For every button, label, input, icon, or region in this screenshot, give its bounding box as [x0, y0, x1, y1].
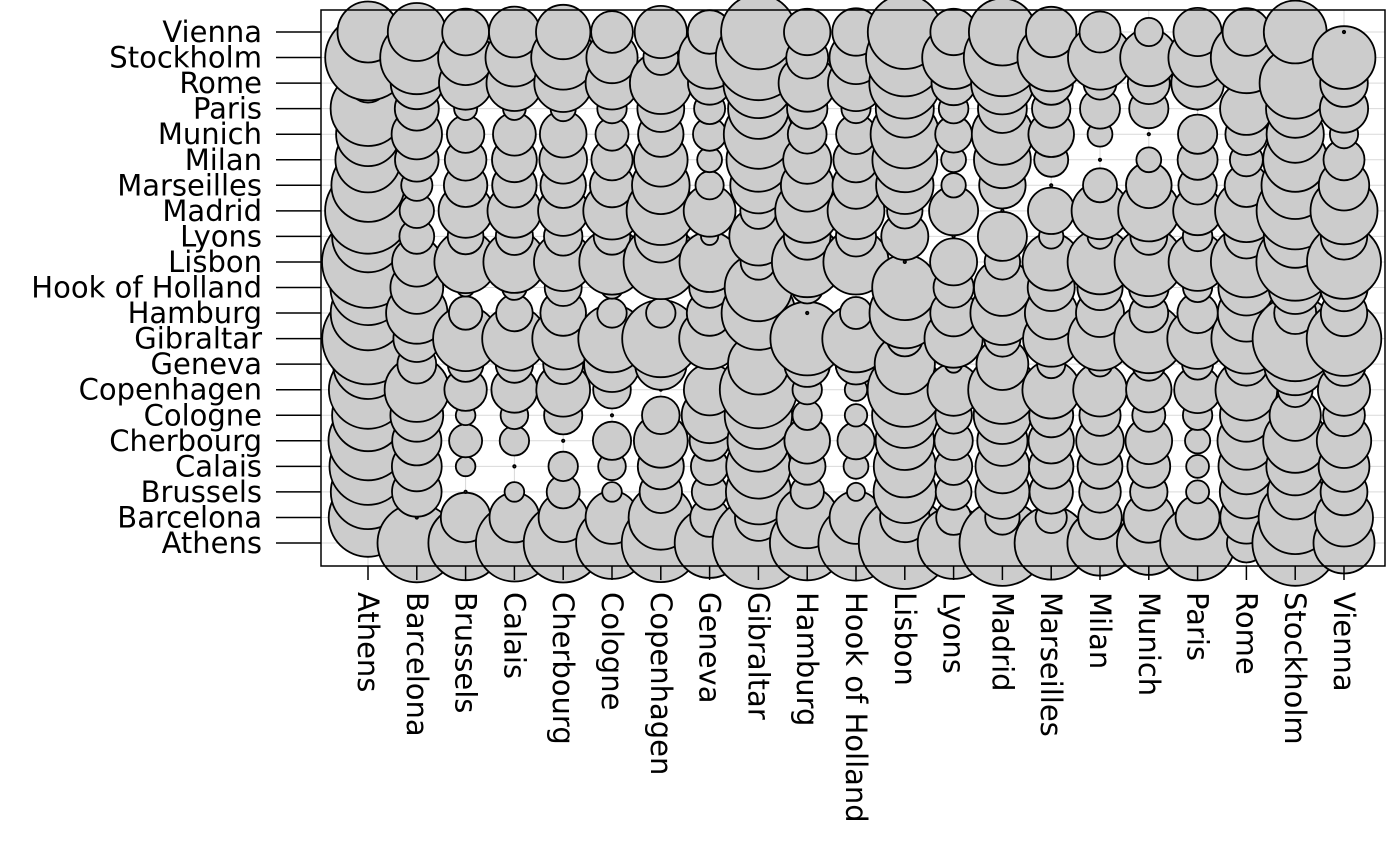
y-tick-label-rome: Rome: [179, 66, 262, 100]
bubble-cherbourg-vienna: [535, 3, 592, 61]
bubble-paris-brussels: [1185, 479, 1210, 505]
bubble-cologne-cherbourg: [592, 420, 633, 461]
bubble-cologne-cologne: [609, 413, 615, 418]
x-tick-label-milan: Milan: [1083, 592, 1117, 669]
y-tick-label-munich: Munich: [158, 117, 262, 151]
y-tick-label-milan: Milan: [185, 143, 262, 177]
bubble-copenhagen-cologne: [641, 395, 681, 435]
y-tick-label-marseilles: Marseilles: [117, 168, 262, 202]
x-tick-label-vienna: Vienna: [1327, 592, 1361, 692]
x-tick-label-calais: Calais: [497, 592, 531, 679]
x-tick-label-marseilles: Marseilles: [1034, 592, 1068, 737]
x-tick-label-gibraltar: Gibraltar: [741, 592, 775, 720]
bubble-brussels-brussels: [463, 489, 468, 494]
y-tick-label-cologne: Cologne: [144, 398, 262, 432]
bubble-brussels-calais: [454, 455, 477, 478]
x-tick-label-hamburg: Hamburg: [790, 592, 824, 726]
bubble-cherbourg-calais: [547, 450, 579, 482]
bubble-marseilles-marseilles: [1049, 183, 1054, 188]
bubble-hook-of-holland-cologne: [843, 403, 869, 428]
bubble-milan-vienna: [1078, 10, 1122, 54]
bubble-marseilles-madrid: [1027, 186, 1076, 235]
x-tick-label-athens: Athens: [351, 592, 385, 692]
y-tick-label-gibraltar: Gibraltar: [134, 322, 262, 356]
bubble-brussels-hamburg: [447, 295, 484, 331]
y-tick-label-stockholm: Stockholm: [109, 41, 262, 75]
x-axis: Athens Barcelona Brussels Calais Cherbourg Co…: [351, 566, 1361, 823]
bubble-madrid-lyons: [977, 210, 1028, 262]
y-tick-label-geneva: Geneva: [151, 347, 262, 381]
x-tick-label-lisbon: Lisbon: [888, 592, 922, 686]
bubble-calais-brussels: [503, 481, 526, 503]
bubble-lyons-marseilles: [940, 172, 967, 199]
x-tick-label-cherbourg: Cherbourg: [546, 592, 580, 745]
x-tick-label-barcelona: Barcelona: [400, 592, 434, 737]
bubble-hook-of-holland-cherbourg: [836, 421, 876, 461]
y-tick-label-cherbourg: Cherbourg: [109, 424, 262, 458]
bubble-hamburg-hamburg: [805, 310, 810, 316]
bubble-hamburg-vienna: [783, 7, 832, 57]
bubble-paris-cherbourg: [1184, 427, 1212, 455]
x-tick-label-hook-of-holland: Hook of Holland: [839, 592, 873, 823]
bubble-cherbourg-cherbourg: [561, 438, 566, 443]
bubble-milan-marseilles: [1082, 167, 1118, 204]
y-tick-label-barcelona: Barcelona: [117, 500, 262, 534]
x-tick-label-paris: Paris: [1181, 592, 1215, 661]
x-tick-label-brussels: Brussels: [449, 592, 483, 713]
bubble-madrid-madrid: [1000, 208, 1005, 213]
bubble-hook-of-holland-brussels: [846, 481, 866, 502]
bubble-cologne-hamburg: [596, 297, 628, 329]
bubble-calais-cherbourg: [498, 425, 531, 457]
bubble-milan-milan: [1097, 157, 1103, 162]
bubble-vienna-stockholm: [1311, 25, 1377, 90]
x-tick-label-rome: Rome: [1229, 592, 1263, 675]
x-tick-label-geneva: Geneva: [693, 592, 727, 703]
y-tick-label-calais: Calais: [175, 449, 262, 483]
bubble-cologne-vienna: [590, 10, 634, 54]
bubble-geneva-marseilles: [694, 170, 725, 201]
y-tick-label-hook-of-holland: Hook of Holland: [31, 271, 262, 305]
bubble-munich-milan: [1135, 146, 1163, 174]
bubble-cologne-brussels: [601, 481, 623, 503]
bubble-munich-munich: [1146, 132, 1151, 137]
bubble-brussels-cherbourg: [448, 423, 484, 459]
x-tick-label-munich: Munich: [1132, 592, 1166, 696]
y-tick-label-lisbon: Lisbon: [168, 245, 262, 279]
bubble-copenhagen-hamburg: [645, 297, 677, 329]
bubble-paris-calais: [1185, 454, 1210, 479]
bubble-brussels-vienna: [441, 7, 490, 57]
bubble-marseilles-vienna: [1025, 5, 1078, 59]
x-tick-label-madrid: Madrid: [985, 592, 1019, 692]
y-tick-label-paris: Paris: [193, 92, 262, 126]
bubble-brussels-munich: [445, 114, 486, 154]
y-tick-label-vienna: Vienna: [162, 15, 262, 49]
y-axis: AthensBarcelonaBrusselsCalaisCherbourgCo…: [31, 15, 321, 560]
y-tick-label-brussels: Brussels: [141, 475, 262, 509]
bubble-vienna-vienna: [1341, 29, 1347, 35]
bubble-barcelona-vienna: [386, 2, 447, 62]
y-tick-label-hamburg: Hamburg: [128, 296, 262, 330]
y-tick-label-madrid: Madrid: [162, 194, 262, 228]
bubble-paris-munich: [1177, 113, 1219, 155]
x-tick-label-stockholm: Stockholm: [1278, 592, 1312, 745]
bubble-lisbon-hook-of-holland: [871, 253, 939, 321]
y-tick-label-copenhagen: Copenhagen: [79, 373, 262, 407]
bubble-hook-of-holland-hamburg: [839, 296, 873, 330]
bubble-munich-vienna: [1133, 16, 1164, 48]
bubble-lisbon-lisbon: [902, 259, 907, 264]
x-tick-label-copenhagen: Copenhagen: [644, 592, 678, 775]
bubble-calais-calais: [512, 464, 517, 469]
y-tick-label-athens: Athens: [162, 526, 262, 560]
bubble-layer: [321, 0, 1383, 590]
x-tick-label-cologne: Cologne: [595, 592, 629, 710]
bubble-lyons-lisbon: [929, 237, 978, 287]
y-tick-label-lyons: Lyons: [180, 219, 262, 253]
x-tick-label-lyons: Lyons: [937, 592, 971, 674]
